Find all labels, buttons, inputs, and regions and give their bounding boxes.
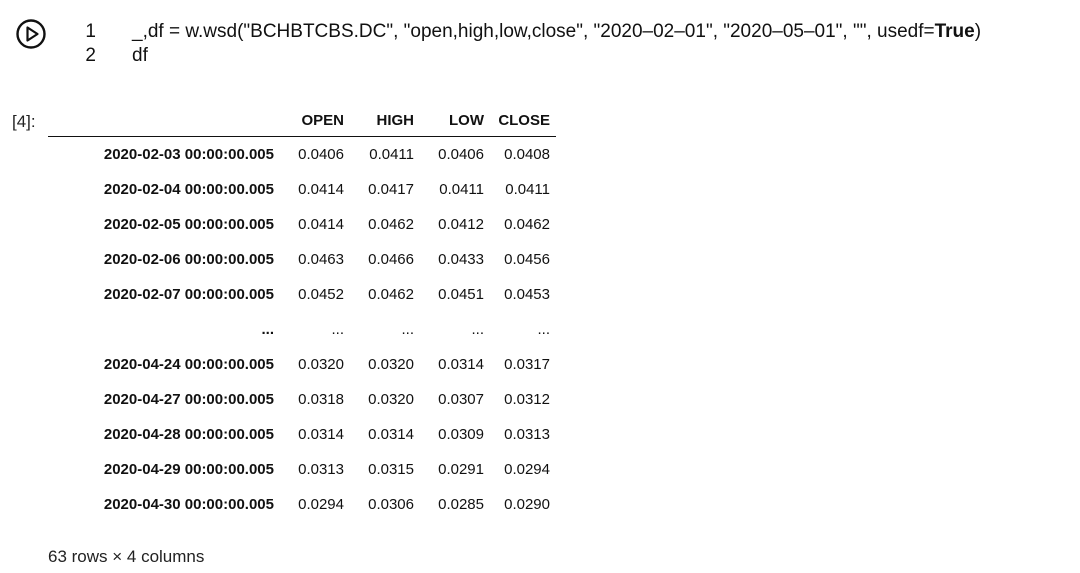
cell-open: 0.0414 [298, 181, 344, 198]
cell-close: 0.0294 [504, 461, 550, 478]
code-segment: ) [974, 21, 982, 42]
cell-close: ... [537, 321, 550, 338]
cell-high: 0.0320 [368, 391, 414, 408]
cell-high: 0.0314 [368, 426, 414, 443]
code-editor[interactable]: 1 _,df = w.wsd("BCHBTCBS.DC", "open,high… [72, 20, 981, 68]
cell-low: 0.0411 [439, 181, 484, 198]
cell-close: 0.0290 [504, 496, 550, 513]
line-number: 2 [85, 45, 96, 66]
cell-high: 0.0462 [368, 216, 414, 233]
row-index: 2020-02-03 00:00:00.005 [103, 146, 274, 163]
cell-high: 0.0306 [368, 496, 414, 513]
row-index: 2020-02-04 00:00:00.005 [103, 181, 274, 198]
code-line[interactable]: 2 df [72, 44, 981, 68]
column-header-low: LOW [420, 104, 490, 137]
cell-close: 0.0456 [504, 251, 550, 268]
code-text[interactable]: df [132, 44, 148, 68]
cell-high: 0.0417 [368, 181, 414, 198]
cell-open: 0.0452 [298, 286, 344, 303]
cell-high: 0.0462 [368, 286, 414, 303]
table-row: 2020-04-28 00:00:00.005 0.0314 0.0314 0.… [48, 417, 556, 452]
row-index: 2020-02-06 00:00:00.005 [103, 251, 274, 268]
cell-open: 0.0294 [298, 496, 344, 513]
cell-low: 0.0451 [438, 286, 484, 303]
cell-high: 0.0411 [369, 146, 414, 163]
row-index: ... [261, 321, 274, 338]
output-prompt: [4]: [12, 112, 36, 131]
table-row: 2020-02-06 00:00:00.005 0.0463 0.0466 0.… [48, 242, 556, 277]
column-header-close: CLOSE [490, 104, 556, 137]
table-row: 2020-04-27 00:00:00.005 0.0318 0.0320 0.… [48, 382, 556, 417]
code-segment: _,df = w.wsd("BCHBTCBS.DC", "open,high,l… [132, 21, 935, 42]
dataframe-table: OPEN HIGH LOW CLOSE 2020-02-03 00:00:00.… [48, 104, 556, 522]
cell-open: 0.0320 [298, 356, 344, 373]
cell-low: 0.0307 [438, 391, 484, 408]
cell-close: 0.0462 [504, 216, 550, 233]
index-header [48, 104, 280, 137]
cell-high: 0.0320 [368, 356, 414, 373]
cell-open: 0.0463 [298, 251, 344, 268]
code-line[interactable]: 1 _,df = w.wsd("BCHBTCBS.DC", "open,high… [72, 20, 981, 44]
table-row: 2020-02-04 00:00:00.005 0.0414 0.0417 0.… [48, 172, 556, 207]
cell-close: 0.0453 [504, 286, 550, 303]
table-row: 2020-02-03 00:00:00.005 0.0406 0.0411 0.… [48, 137, 556, 173]
cell-close: 0.0317 [504, 356, 550, 373]
cell-open: 0.0314 [298, 426, 344, 443]
cell-open: 0.0406 [298, 146, 344, 163]
dataframe-shape-note: 63 rows × 4 columns [48, 547, 205, 566]
cell-high: 0.0466 [368, 251, 414, 268]
cell-low: 0.0285 [438, 496, 484, 513]
cell-close: 0.0411 [505, 181, 550, 198]
column-header-high: HIGH [350, 104, 420, 137]
cell-open: ... [331, 321, 344, 338]
line-number: 1 [85, 21, 96, 42]
table-row-ellipsis: ... ... ... ... ... [48, 312, 556, 347]
run-cell-button[interactable] [15, 18, 47, 50]
cell-low: 0.0309 [438, 426, 484, 443]
row-index: 2020-02-07 00:00:00.005 [103, 286, 274, 303]
table-row: 2020-04-30 00:00:00.005 0.0294 0.0306 0.… [48, 487, 556, 522]
cell-low: 0.0412 [438, 216, 484, 233]
row-index: 2020-04-28 00:00:00.005 [103, 426, 274, 443]
cell-low: 0.0314 [438, 356, 484, 373]
cell-high: 0.0315 [368, 461, 414, 478]
column-header-open: OPEN [280, 104, 350, 137]
cell-high: ... [401, 321, 414, 338]
cell-low: 0.0291 [438, 461, 484, 478]
code-text[interactable]: _,df = w.wsd("BCHBTCBS.DC", "open,high,l… [132, 20, 981, 44]
play-circle-icon [16, 19, 46, 49]
cell-low: 0.0406 [438, 146, 484, 163]
cell-close: 0.0313 [504, 426, 550, 443]
cell-low: ... [471, 321, 484, 338]
table-header-row: OPEN HIGH LOW CLOSE [48, 104, 556, 137]
row-index: 2020-04-24 00:00:00.005 [103, 356, 274, 373]
row-index: 2020-04-27 00:00:00.005 [103, 391, 274, 408]
cell-open: 0.0414 [298, 216, 344, 233]
cell-open: 0.0318 [298, 391, 344, 408]
row-index: 2020-04-30 00:00:00.005 [103, 496, 274, 513]
cell-close: 0.0312 [504, 391, 550, 408]
code-segment: df [132, 45, 148, 66]
row-index: 2020-04-29 00:00:00.005 [103, 461, 274, 478]
table-row: 2020-04-24 00:00:00.005 0.0320 0.0320 0.… [48, 347, 556, 382]
table-row: 2020-04-29 00:00:00.005 0.0313 0.0315 0.… [48, 452, 556, 487]
cell-close: 0.0408 [504, 146, 550, 163]
row-index: 2020-02-05 00:00:00.005 [103, 216, 274, 233]
code-keyword: True [934, 21, 975, 42]
cell-open: 0.0313 [298, 461, 344, 478]
table-row: 2020-02-05 00:00:00.005 0.0414 0.0462 0.… [48, 207, 556, 242]
cell-low: 0.0433 [438, 251, 484, 268]
table-row: 2020-02-07 00:00:00.005 0.0452 0.0462 0.… [48, 277, 556, 312]
